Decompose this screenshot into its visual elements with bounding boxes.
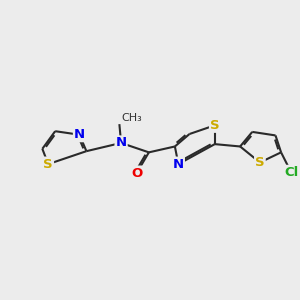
Text: S: S xyxy=(44,158,53,171)
Text: N: N xyxy=(116,136,127,149)
Text: S: S xyxy=(255,156,265,169)
Text: S: S xyxy=(210,119,220,132)
Text: N: N xyxy=(173,158,184,171)
Text: CH₃: CH₃ xyxy=(121,113,142,123)
Text: Cl: Cl xyxy=(284,166,298,179)
Text: N: N xyxy=(74,128,85,141)
Text: O: O xyxy=(131,167,142,179)
